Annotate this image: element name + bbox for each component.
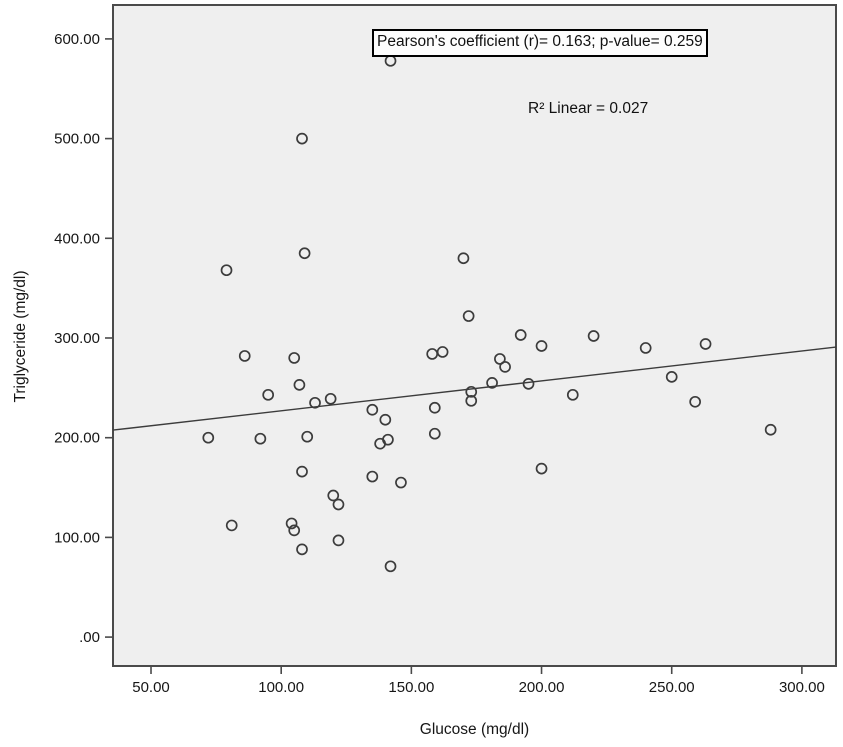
y-axis-tick-label: .00 xyxy=(79,629,100,646)
y-axis-title: Triglyceride (mg/dl) xyxy=(12,270,29,402)
data-point xyxy=(298,247,311,260)
data-point xyxy=(202,431,215,444)
data-point xyxy=(689,395,701,408)
data-point xyxy=(379,413,392,426)
pearson-stats-text: Pearson's coefficient (r)= 0.163; p-valu… xyxy=(377,33,703,50)
y-axis-tick-label: 200.00 xyxy=(54,430,100,447)
data-point xyxy=(436,346,449,358)
data-point xyxy=(225,519,238,532)
data-point xyxy=(293,379,306,391)
y-axis-tick-label: 500.00 xyxy=(54,131,100,148)
y-axis-tick-label: 400.00 xyxy=(54,230,100,247)
x-axis-tick-label: 250.00 xyxy=(649,679,695,696)
data-point xyxy=(288,352,301,364)
data-point xyxy=(296,543,308,556)
data-point xyxy=(535,462,548,475)
x-axis-tick-label: 150.00 xyxy=(388,679,434,696)
data-point xyxy=(384,560,397,573)
data-point xyxy=(220,264,233,277)
data-point xyxy=(428,401,441,414)
y-axis-tick-label: 600.00 xyxy=(54,31,100,48)
data-point xyxy=(382,433,394,446)
data-point xyxy=(309,396,321,409)
data-point xyxy=(522,378,535,390)
x-axis-title: Glucose (mg/dl) xyxy=(420,721,529,738)
data-point xyxy=(764,423,777,436)
data-point xyxy=(587,330,600,342)
data-point xyxy=(639,342,652,354)
data-point xyxy=(288,524,301,537)
data-point xyxy=(665,371,678,383)
data-point xyxy=(332,534,345,547)
y-axis-tick-label: 100.00 xyxy=(54,529,100,546)
data-point xyxy=(535,340,548,352)
data-point xyxy=(465,385,478,398)
data-point xyxy=(324,392,337,405)
data-point xyxy=(514,329,527,341)
x-axis-tick-label: 50.00 xyxy=(132,679,170,696)
data-point xyxy=(465,394,478,407)
r-squared-label: R² Linear = 0.027 xyxy=(528,100,649,117)
data-point xyxy=(457,252,470,265)
data-point xyxy=(296,465,308,478)
x-axis-tick-label: 300.00 xyxy=(779,679,825,696)
data-point xyxy=(366,470,379,483)
data-point xyxy=(699,338,712,350)
data-point xyxy=(566,388,579,401)
data-point xyxy=(296,132,308,145)
data-point xyxy=(254,432,267,445)
data-point xyxy=(494,353,506,365)
data-point xyxy=(462,310,475,322)
data-point xyxy=(262,388,275,401)
y-axis-tick-label: 300.00 xyxy=(54,330,100,347)
x-axis-tick-label: 200.00 xyxy=(519,679,565,696)
x-axis-tick-label: 100.00 xyxy=(258,679,304,696)
data-point xyxy=(499,361,511,373)
data-point xyxy=(301,430,314,443)
data-point xyxy=(238,350,251,362)
data-point xyxy=(332,498,345,511)
data-point xyxy=(366,403,379,416)
plot-area-frame xyxy=(112,4,837,667)
data-point xyxy=(285,517,298,530)
data-point xyxy=(428,427,441,440)
data-point xyxy=(486,377,498,389)
data-point xyxy=(395,476,407,489)
data-point xyxy=(327,489,340,502)
pearson-stats-box: Pearson's coefficient (r)= 0.163; p-valu… xyxy=(372,29,708,57)
